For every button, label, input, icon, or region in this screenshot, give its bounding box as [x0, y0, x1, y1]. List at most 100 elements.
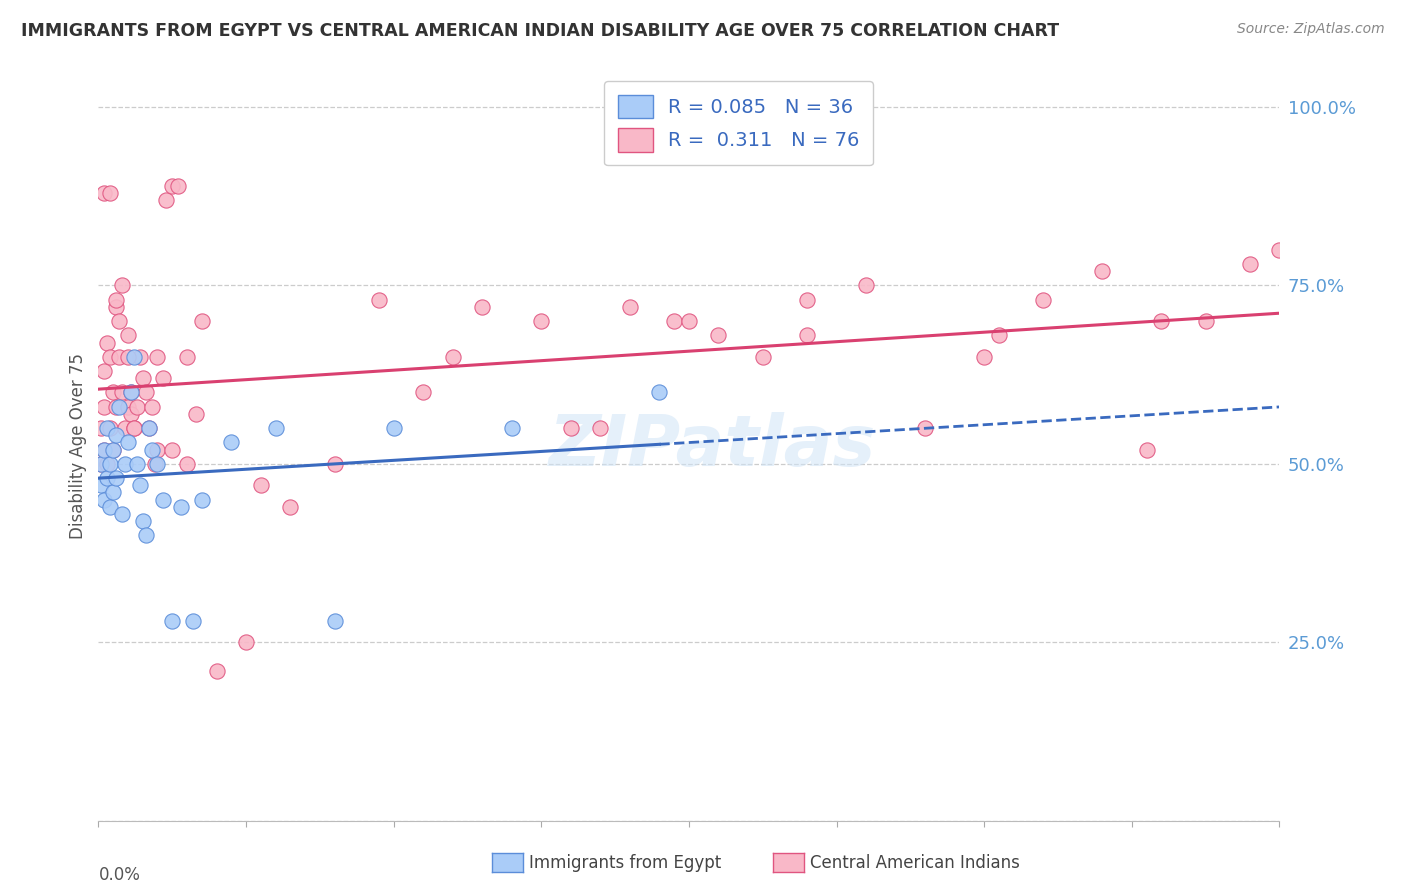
Point: [98, 421, 121, 435]
Point: [132, 514, 155, 528]
Point: [181, 614, 204, 628]
Point: [146, 457, 169, 471]
Point: [132, 371, 155, 385]
Point: [184, 407, 207, 421]
Point: [105, 400, 128, 414]
Text: Central American Indians: Central American Indians: [810, 854, 1019, 871]
Point: [128, 350, 150, 364]
Point: [752, 350, 775, 364]
Point: [664, 314, 686, 328]
Point: [108, 400, 131, 414]
Point: [111, 507, 134, 521]
Point: [103, 485, 125, 500]
Point: [412, 385, 434, 400]
Point: [122, 421, 145, 435]
Point: [111, 385, 134, 400]
Point: [1268, 243, 1291, 257]
Point: [114, 457, 136, 471]
Point: [973, 350, 995, 364]
Point: [796, 328, 818, 343]
Point: [105, 428, 128, 442]
Point: [560, 421, 582, 435]
Point: [152, 371, 174, 385]
Point: [125, 400, 148, 414]
Point: [162, 178, 183, 193]
Point: [96, 421, 118, 435]
Point: [93, 442, 115, 457]
Point: [122, 350, 145, 364]
Point: [280, 500, 302, 514]
Point: [143, 457, 166, 471]
Point: [117, 400, 139, 414]
Point: [1150, 314, 1173, 328]
Point: [120, 385, 142, 400]
Point: [221, 435, 243, 450]
Point: [90, 457, 112, 471]
Point: [98, 500, 121, 514]
Text: IMMIGRANTS FROM EGYPT VS CENTRAL AMERICAN INDIAN DISABILITY AGE OVER 75 CORRELAT: IMMIGRANTS FROM EGYPT VS CENTRAL AMERICA…: [21, 22, 1059, 40]
Point: [120, 385, 142, 400]
Point: [501, 421, 523, 435]
Text: Immigrants from Egypt: Immigrants from Egypt: [529, 854, 721, 871]
Point: [162, 614, 183, 628]
Point: [264, 421, 287, 435]
Point: [90, 478, 112, 492]
Point: [93, 492, 115, 507]
Point: [108, 350, 131, 364]
Point: [135, 528, 157, 542]
Point: [111, 278, 134, 293]
Point: [191, 314, 214, 328]
Point: [914, 421, 936, 435]
Text: ZIPatlas: ZIPatlas: [548, 411, 876, 481]
Point: [1239, 257, 1261, 271]
Point: [170, 500, 193, 514]
Point: [141, 442, 163, 457]
Point: [162, 442, 183, 457]
Point: [141, 400, 163, 414]
Point: [93, 442, 115, 457]
Point: [648, 385, 671, 400]
Point: [93, 400, 115, 414]
Point: [155, 193, 177, 207]
Point: [93, 364, 115, 378]
Point: [138, 421, 160, 435]
Point: [250, 478, 273, 492]
Point: [1091, 264, 1114, 278]
Point: [152, 492, 174, 507]
Point: [117, 435, 139, 450]
Point: [167, 178, 190, 193]
Point: [90, 421, 112, 435]
Point: [1136, 442, 1159, 457]
Point: [103, 385, 125, 400]
Point: [191, 492, 214, 507]
Point: [205, 664, 228, 678]
Point: [1195, 314, 1218, 328]
Point: [125, 457, 148, 471]
Point: [1032, 293, 1054, 307]
Point: [368, 293, 391, 307]
Point: [323, 457, 346, 471]
Text: 0.0%: 0.0%: [98, 865, 141, 884]
Point: [235, 635, 257, 649]
Point: [120, 407, 142, 421]
Point: [108, 314, 131, 328]
Y-axis label: Disability Age Over 75: Disability Age Over 75: [69, 353, 87, 539]
Point: [105, 471, 128, 485]
Point: [138, 421, 160, 435]
Point: [135, 385, 157, 400]
Text: Source: ZipAtlas.com: Source: ZipAtlas.com: [1237, 22, 1385, 37]
Point: [103, 442, 125, 457]
Point: [117, 350, 139, 364]
Point: [105, 293, 128, 307]
Point: [678, 314, 700, 328]
Point: [96, 457, 118, 471]
Point: [96, 335, 118, 350]
Point: [176, 457, 198, 471]
Point: [128, 478, 150, 492]
Point: [98, 186, 121, 200]
Point: [855, 278, 877, 293]
Point: [988, 328, 1011, 343]
Point: [93, 186, 115, 200]
Point: [707, 328, 730, 343]
Point: [530, 314, 553, 328]
